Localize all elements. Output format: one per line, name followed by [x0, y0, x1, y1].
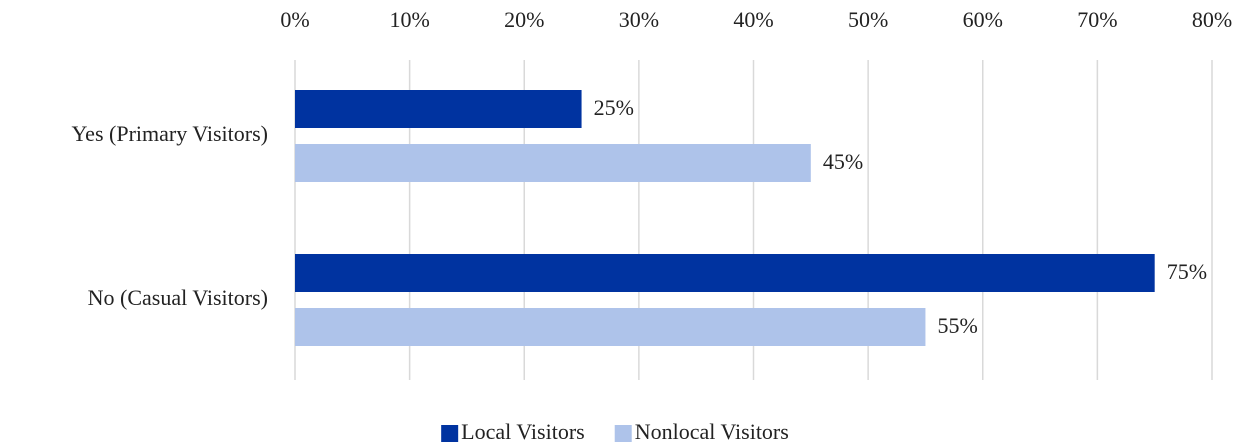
y-tick-label: No (Casual Visitors) — [88, 285, 268, 310]
data-label: 45% — [823, 149, 863, 174]
x-tick-label: 50% — [848, 7, 888, 32]
bar — [295, 308, 926, 346]
legend-swatch — [441, 425, 459, 442]
y-tick-label: Yes (Primary Visitors) — [72, 121, 269, 146]
data-label: 55% — [937, 313, 977, 338]
legend-label: Nonlocal Visitors — [635, 419, 789, 444]
x-tick-label: 30% — [619, 7, 659, 32]
x-tick-label: 0% — [280, 7, 309, 32]
x-tick-label: 60% — [963, 7, 1003, 32]
legend-swatch — [614, 425, 632, 442]
x-tick-label: 40% — [733, 7, 773, 32]
data-label: 25% — [594, 95, 634, 120]
x-tick-label: 20% — [504, 7, 544, 32]
bar — [295, 254, 1155, 292]
x-tick-label: 80% — [1192, 7, 1232, 32]
x-tick-label: 70% — [1077, 7, 1117, 32]
bar — [295, 90, 582, 128]
bar — [295, 144, 811, 182]
data-label: 75% — [1167, 259, 1207, 284]
legend-label: Local Visitors — [461, 419, 585, 444]
x-tick-label: 10% — [389, 7, 429, 32]
